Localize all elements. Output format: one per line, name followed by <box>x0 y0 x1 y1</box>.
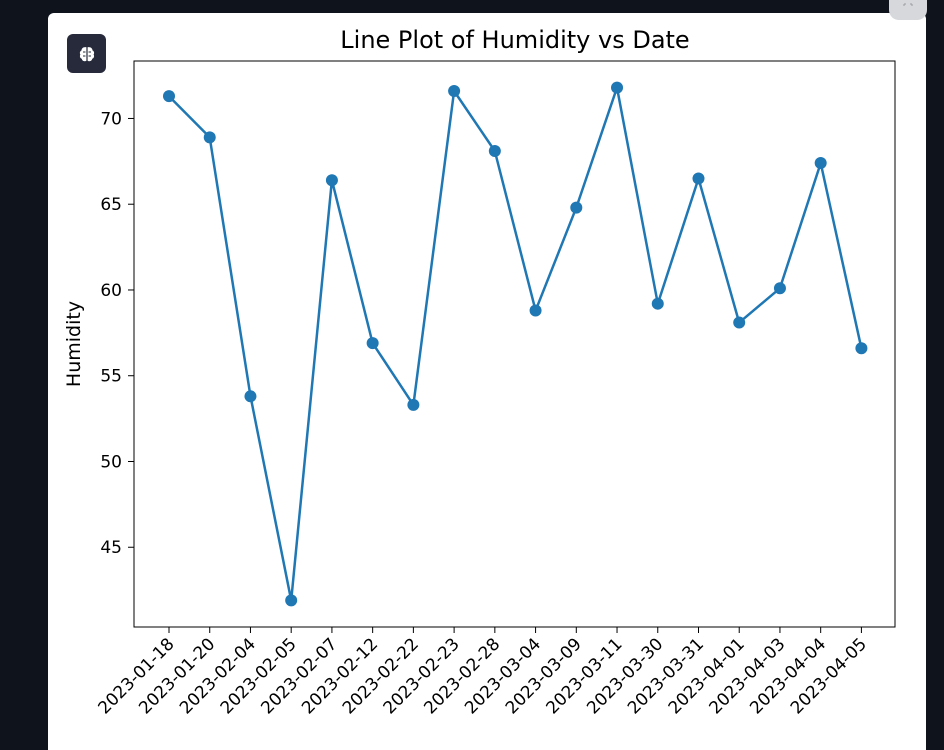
expand-icon <box>903 3 913 6</box>
data-point <box>325 174 338 187</box>
data-point <box>855 342 868 355</box>
y-tick-label: 55 <box>100 367 122 387</box>
data-point <box>244 390 257 403</box>
y-tick-label: 65 <box>100 195 122 215</box>
data-point <box>611 81 624 94</box>
data-point <box>488 145 501 158</box>
series-line <box>168 86 863 602</box>
app-logo-button[interactable] <box>67 34 106 73</box>
y-tick-label: 50 <box>100 452 122 472</box>
series-layer <box>163 81 868 607</box>
data-point <box>570 201 583 214</box>
data-point <box>163 90 175 103</box>
plot-frame <box>133 60 896 628</box>
x-axis-ticks: 2023-01-182023-01-202023-02-042023-02-05… <box>95 627 871 718</box>
y-tick-label: 45 <box>100 538 122 558</box>
data-point <box>733 316 746 329</box>
expand-button[interactable] <box>889 0 927 20</box>
data-point <box>366 337 379 350</box>
data-point <box>407 398 420 411</box>
y-axis-ticks: 45 50 55 60 65 70 <box>100 109 134 558</box>
data-point <box>529 304 542 317</box>
data-point <box>692 172 705 185</box>
data-point <box>285 594 298 607</box>
brain-icon <box>79 46 94 61</box>
y-tick-label: 70 <box>100 109 122 129</box>
data-point <box>203 131 216 144</box>
data-point <box>814 157 827 170</box>
y-tick-label: 60 <box>100 281 122 301</box>
y-axis-label: Humidity <box>63 301 85 387</box>
chart-title: Line Plot of Humidity vs Date <box>340 26 689 54</box>
data-point <box>448 85 461 98</box>
data-point <box>773 282 786 295</box>
data-point <box>651 297 664 310</box>
